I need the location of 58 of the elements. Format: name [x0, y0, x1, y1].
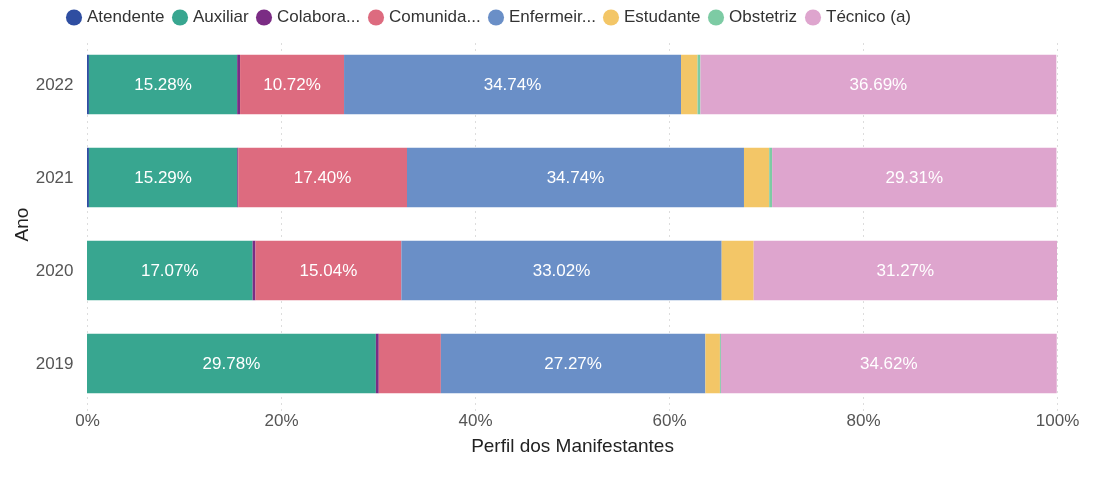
data-label: 34.62%	[859, 353, 918, 373]
data-label: 34.74%	[483, 74, 542, 94]
y-tick-label: 2019	[35, 353, 74, 373]
x-tick-label: 100%	[1035, 410, 1080, 430]
bar	[237, 54, 241, 115]
bar	[720, 333, 1057, 394]
bar	[240, 54, 345, 115]
y-tick-label: 2020	[35, 260, 74, 280]
data-label: 36.69%	[849, 74, 908, 94]
bar	[681, 54, 698, 115]
data-label: 34.74%	[546, 167, 605, 187]
data-label: 15.28%	[134, 74, 192, 94]
bar	[753, 240, 1057, 301]
bar	[344, 54, 682, 115]
bar	[700, 54, 1057, 115]
bar	[87, 240, 253, 301]
y-axis-title: Ano	[10, 207, 32, 242]
x-axis-title: Perfil dos Manifestantes	[471, 434, 674, 456]
legend-label: Obstetriz	[729, 7, 798, 27]
bar	[705, 333, 720, 394]
data-label: 29.31%	[885, 167, 944, 187]
legend-label: Comunida...	[389, 7, 481, 27]
x-tick-label: 40%	[458, 410, 493, 430]
data-label: 15.29%	[134, 167, 192, 187]
bar	[255, 240, 402, 301]
legend-label: Técnico (a)	[826, 7, 912, 27]
data-label: 27.27%	[544, 353, 602, 373]
bar	[769, 147, 773, 208]
x-tick-label: 60%	[652, 410, 687, 430]
data-label: 29.78%	[202, 353, 261, 373]
bar	[772, 147, 1057, 208]
bar	[88, 54, 238, 115]
data-label: 17.07%	[140, 260, 199, 280]
bar	[88, 147, 238, 208]
y-tick-label: 2021	[35, 167, 74, 187]
data-label: 15.04%	[299, 260, 358, 280]
bar	[378, 333, 441, 394]
legend-label: Estudante	[624, 7, 701, 27]
bar	[743, 147, 770, 208]
data-label: 33.02%	[532, 260, 591, 280]
bar	[375, 333, 379, 394]
bar	[407, 147, 744, 208]
legend-label: Enfermeir...	[509, 7, 596, 27]
x-tick-label: 0%	[75, 410, 100, 430]
bar	[721, 240, 754, 301]
legend-label: Atendente	[87, 7, 165, 27]
x-tick-label: 20%	[264, 410, 299, 430]
bar	[238, 147, 407, 208]
data-label: 31.27%	[876, 260, 935, 280]
data-label: 10.72%	[263, 74, 321, 94]
bar	[87, 333, 376, 394]
legend-label: Colabora...	[277, 7, 361, 27]
data-label: 17.40%	[293, 167, 352, 187]
bar	[440, 333, 706, 394]
y-tick-label: 2022	[35, 74, 74, 94]
bar	[401, 240, 722, 301]
x-tick-label: 80%	[846, 410, 881, 430]
legend-label: Auxiliar	[193, 7, 250, 27]
